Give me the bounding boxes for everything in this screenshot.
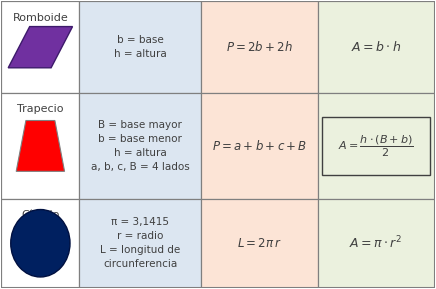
Bar: [201, 1, 318, 93]
Bar: [79, 199, 201, 288]
Text: π = 3,1415
r = radio
L = longitud de
circunferencia: π = 3,1415 r = radio L = longitud de cir…: [100, 217, 180, 269]
Bar: [318, 93, 435, 199]
Text: $P = a + b + c + B$: $P = a + b + c + B$: [211, 139, 307, 153]
Bar: [318, 199, 435, 288]
Text: Romboide: Romboide: [13, 13, 68, 23]
Text: $L = 2\pi\, r$: $L = 2\pi\, r$: [237, 237, 282, 250]
Text: Círculo: Círculo: [21, 210, 60, 220]
Bar: [1, 199, 79, 288]
Ellipse shape: [11, 210, 70, 277]
Bar: [322, 117, 430, 175]
Bar: [1, 1, 79, 93]
Text: $A = b \cdot h$: $A = b \cdot h$: [351, 40, 402, 54]
Polygon shape: [16, 121, 65, 171]
Text: B = base mayor
b = base menor
h = altura
a, b, c, B = 4 lados: B = base mayor b = base menor h = altura…: [91, 120, 189, 172]
Polygon shape: [8, 27, 72, 68]
Text: $A = \dfrac{h \cdot (B + b)}{2}$: $A = \dfrac{h \cdot (B + b)}{2}$: [338, 133, 414, 159]
Text: $P = 2b + 2h$: $P = 2b + 2h$: [226, 40, 293, 54]
Text: Trapecio: Trapecio: [17, 104, 64, 114]
Text: $A = \pi \cdot r^2$: $A = \pi \cdot r^2$: [349, 235, 403, 251]
Bar: [201, 93, 318, 199]
Bar: [318, 1, 435, 93]
Bar: [79, 93, 201, 199]
Bar: [79, 1, 201, 93]
Bar: [201, 199, 318, 288]
Bar: [1, 93, 79, 199]
Text: b = base
h = altura: b = base h = altura: [114, 35, 167, 59]
